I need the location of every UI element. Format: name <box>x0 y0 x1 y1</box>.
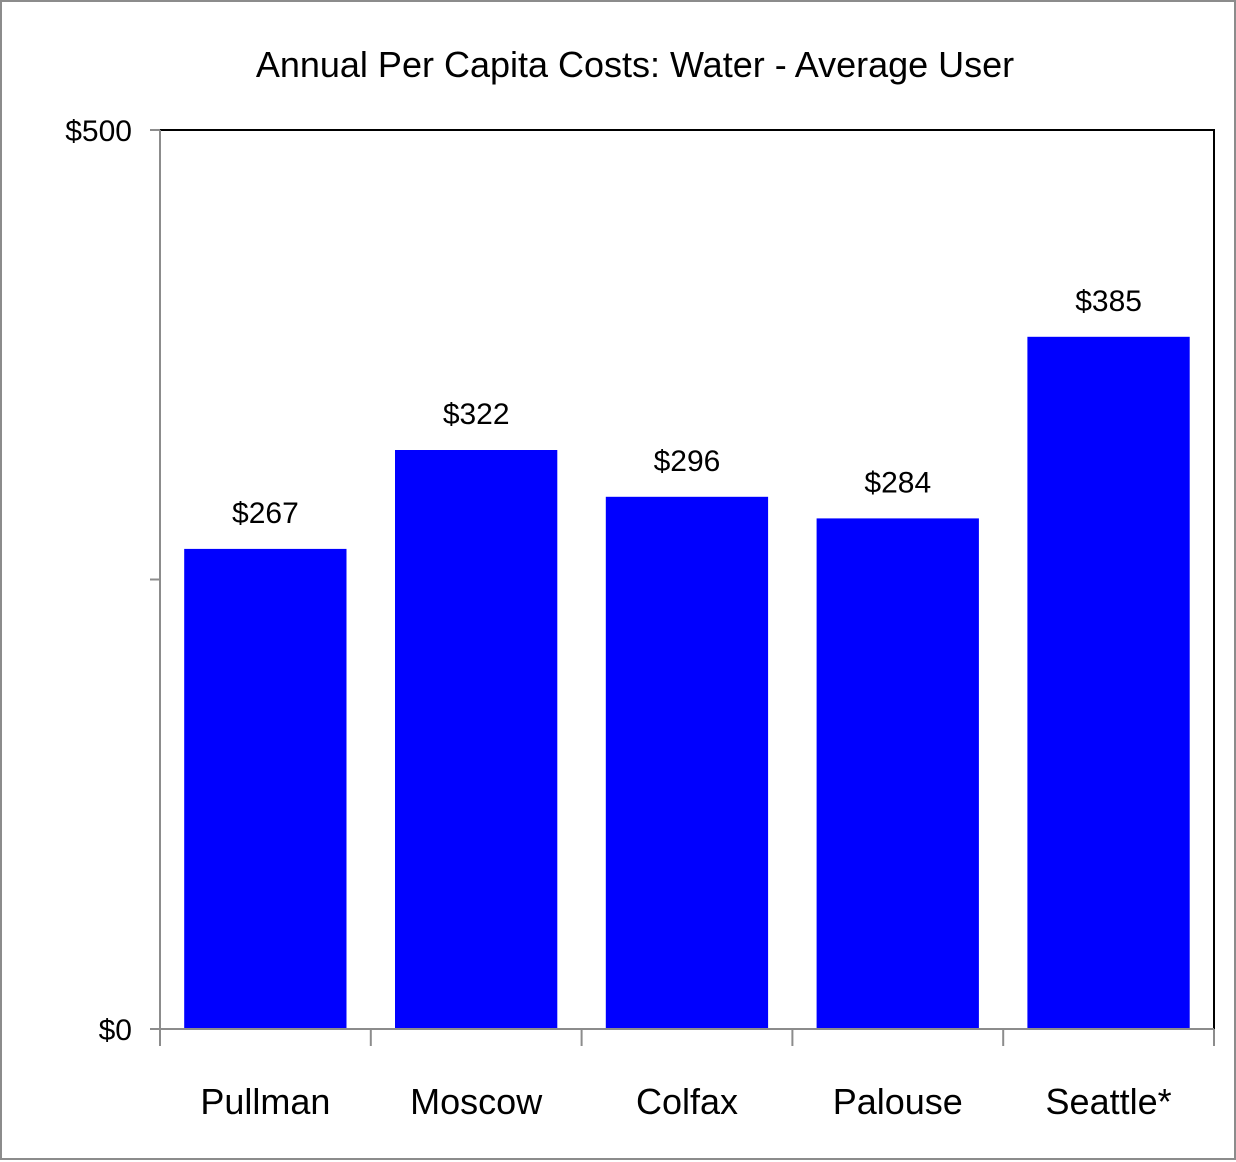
x-tick-label: Palouse <box>833 1081 963 1122</box>
x-tick-label: Colfax <box>636 1081 738 1122</box>
bar-seattle <box>1027 336 1190 1029</box>
labels-layer: $267 Pullman $322 Moscow $296 Colfax $284 Palou… <box>65 115 1171 1122</box>
data-label: $322 <box>443 398 510 431</box>
y-tick-label: $500 <box>65 115 132 148</box>
chart-title: Annual Per Capita Costs: Water - Average… <box>256 44 1014 85</box>
axis-layer <box>150 129 1215 1046</box>
data-label: $267 <box>232 497 299 530</box>
bar-colfax <box>605 496 769 1029</box>
bars-layer <box>184 336 1190 1029</box>
data-label: $296 <box>654 445 721 478</box>
bar-palouse <box>816 518 979 1029</box>
x-tick-label: Seattle* <box>1046 1081 1172 1122</box>
x-tick-label: Moscow <box>410 1081 543 1122</box>
x-tick-label: Pullman <box>200 1081 330 1122</box>
bar-pullman <box>184 548 347 1029</box>
data-label: $284 <box>864 466 931 499</box>
data-label: $385 <box>1075 285 1142 318</box>
y-tick-label: $0 <box>99 1014 132 1047</box>
bar-moscow <box>395 450 558 1029</box>
